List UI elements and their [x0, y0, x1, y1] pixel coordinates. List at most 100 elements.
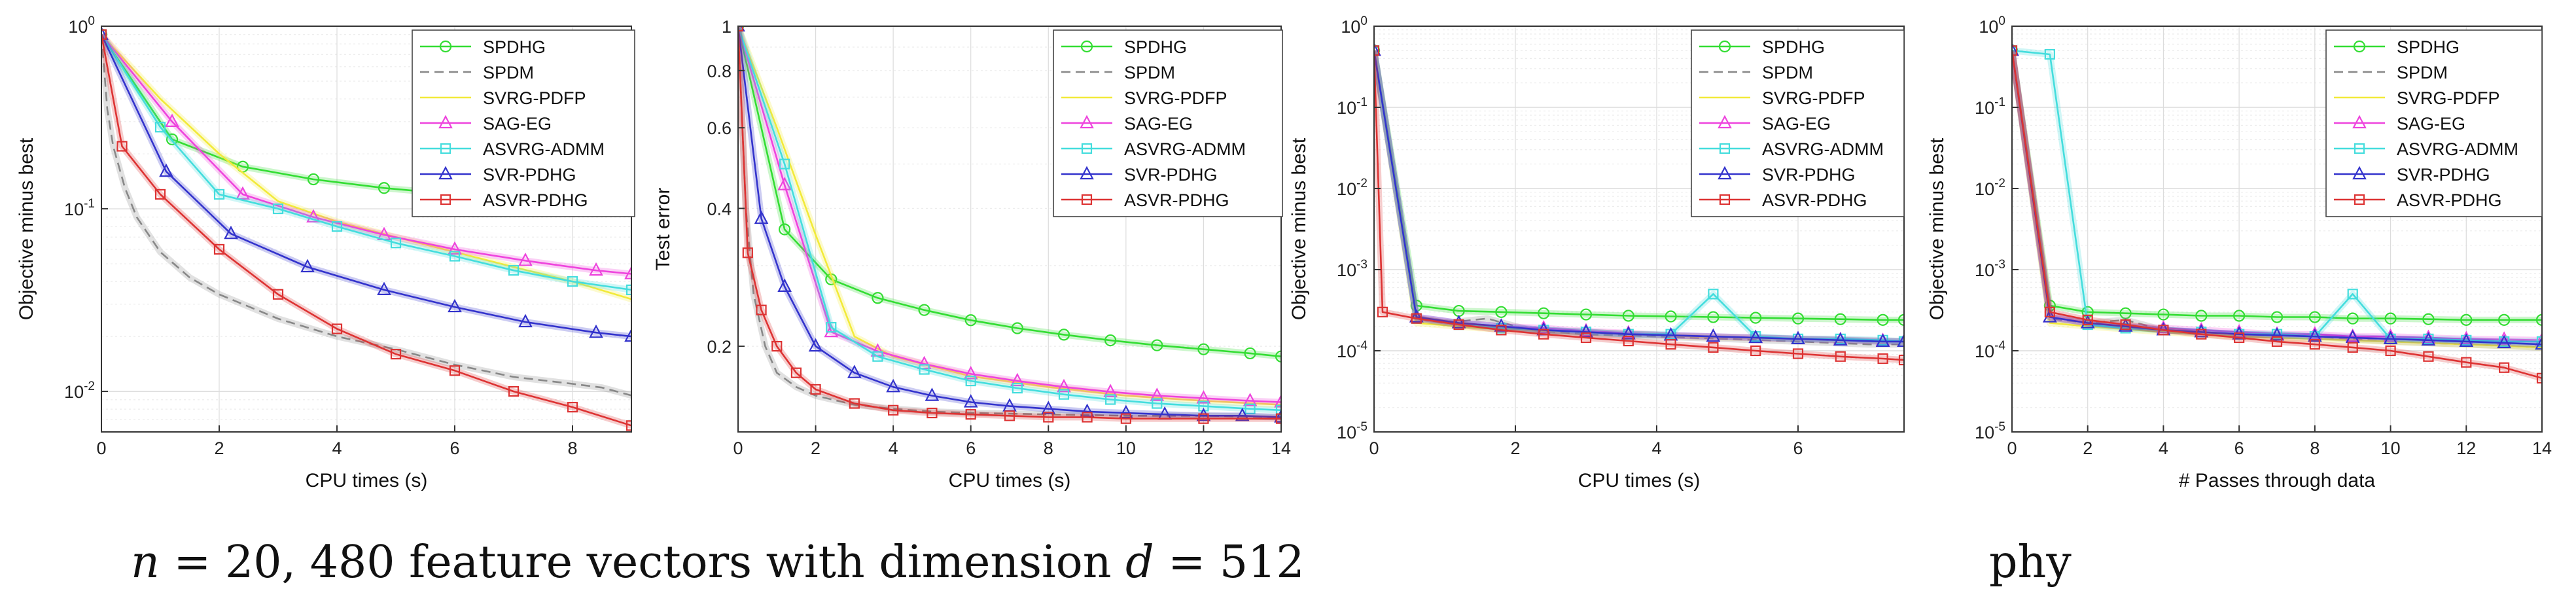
data-point — [847, 365, 862, 378]
series-asvr-pdhg — [1374, 45, 1904, 366]
y-axis-label: Test error — [652, 188, 674, 271]
data-point — [872, 351, 883, 362]
legend-marker — [1080, 115, 1094, 129]
legend-label: SVR-PDHG — [1762, 165, 1856, 185]
series-line — [101, 34, 631, 427]
series-line — [101, 34, 631, 397]
data-point — [624, 266, 631, 279]
legend-label: SVRG-PDFP — [1124, 88, 1227, 108]
data-point — [2234, 332, 2245, 344]
legend-label: SPDHG — [483, 37, 546, 57]
data-point — [918, 304, 930, 316]
data-point — [2535, 332, 2542, 346]
data-point — [448, 241, 462, 255]
legend-label: ASVRG-ADMM — [2397, 139, 2518, 159]
legend-marker — [1719, 143, 1731, 154]
legend-item-spdhg: SPDHG — [1699, 37, 1825, 57]
legend-item-asvrg-admm: ASVRG-ADMM — [420, 139, 605, 159]
data-point — [1105, 394, 1116, 405]
data-point — [1244, 347, 1256, 360]
caption-left-text-2: = 512 — [1154, 537, 1305, 588]
data-point — [849, 398, 860, 409]
data-point — [377, 281, 391, 295]
data-point — [1833, 332, 1848, 346]
y-tick-label: 10-5 — [1337, 420, 1367, 442]
x-tick-label: 4 — [889, 438, 898, 458]
legend: SPDHG SPDM SVRG-PDFP SAG-EG ASVRG-ADMM SVR-PD… — [2325, 29, 2543, 217]
data-point — [1103, 383, 1118, 397]
caption-left: n = 20, 480 feature vectors with dimensi… — [131, 537, 1305, 588]
legend-item-sag-eg: SAG-EG — [1699, 114, 1831, 134]
data-point — [1235, 407, 1250, 421]
data-point — [159, 163, 173, 177]
y-tick-label: 10-4 — [1975, 339, 2005, 361]
y-tick-label: 100 — [68, 14, 95, 37]
data-point — [1748, 329, 1763, 344]
data-point — [331, 323, 343, 334]
legend-label: SAG-EG — [483, 114, 552, 134]
x-tick-label: 4 — [1651, 438, 1661, 458]
data-point — [2497, 331, 2511, 345]
data-point — [1012, 383, 1023, 394]
data-point — [1708, 289, 1719, 300]
legend-marker — [1081, 143, 1093, 154]
series-group — [101, 26, 631, 431]
x-tick-label: 8 — [567, 438, 577, 458]
data-point — [518, 313, 533, 328]
data-point — [925, 387, 940, 401]
data-point — [2270, 327, 2284, 341]
x-tick-label: 4 — [2159, 438, 2168, 458]
x-axis-label: CPU times (s) — [306, 470, 428, 491]
series-group — [738, 26, 1281, 424]
data-point — [449, 365, 461, 376]
data-point — [272, 289, 284, 300]
data-point — [213, 243, 225, 255]
data-point — [2383, 330, 2398, 344]
data-point — [1041, 401, 1056, 414]
data-point — [2384, 312, 2397, 325]
legend-label: ASVR-PDHG — [1124, 190, 1229, 210]
data-point — [2536, 336, 2542, 347]
legend-item-asvr-pdhg: ASVR-PDHG — [1699, 190, 1867, 210]
chart-panel-3: 0 2 4 6 10-5 10-4 10-3 10-2 10-1 100 CPU times (s)… — [1288, 14, 1905, 491]
data-point — [963, 394, 978, 408]
data-point — [1623, 335, 1634, 347]
data-point — [1152, 398, 1163, 409]
series-line — [1374, 50, 1904, 343]
data-point — [378, 182, 391, 194]
data-point — [1010, 372, 1025, 387]
legend-label: SPDHG — [1124, 37, 1187, 57]
data-point — [1453, 319, 1464, 330]
legend-item-sag-eg: SAG-EG — [1061, 114, 1193, 134]
x-tick-label: 6 — [966, 438, 976, 458]
x-tick-label: 6 — [1793, 438, 1803, 458]
data-point — [508, 265, 520, 276]
data-point — [826, 322, 837, 333]
legend-item-spdm: SPDM — [420, 63, 534, 82]
data-point — [1665, 310, 1677, 323]
y-tick-label: 0.2 — [707, 337, 732, 357]
data-point — [1750, 345, 1761, 357]
data-point — [154, 188, 166, 200]
data-point — [2535, 313, 2542, 326]
data-point — [1495, 306, 1508, 318]
legend-item-svr-pdhg: SVR-PDHG — [420, 165, 576, 185]
data-point — [1622, 310, 1634, 322]
series-spdhg — [2012, 45, 2542, 326]
data-point — [872, 292, 884, 304]
legend-label: SVR-PDHG — [483, 165, 576, 185]
data-point — [1707, 311, 1720, 323]
data-point — [1834, 313, 1846, 325]
data-point — [2423, 351, 2434, 362]
legend-label: SAG-EG — [1124, 114, 1193, 134]
y-tick-label: 10-3 — [1337, 258, 1367, 280]
x-tick-label: 10 — [2381, 438, 2401, 458]
legend-label: ASVRG-ADMM — [1762, 139, 1884, 159]
data-point — [2421, 329, 2436, 344]
series-svr-pdhg — [2012, 42, 2542, 350]
data-point — [2459, 330, 2474, 344]
x-axis-label: CPU times (s) — [1578, 470, 1701, 491]
legend-item-spdm: SPDM — [1061, 63, 1175, 82]
data-point — [2271, 336, 2283, 347]
data-point — [1377, 306, 1388, 317]
